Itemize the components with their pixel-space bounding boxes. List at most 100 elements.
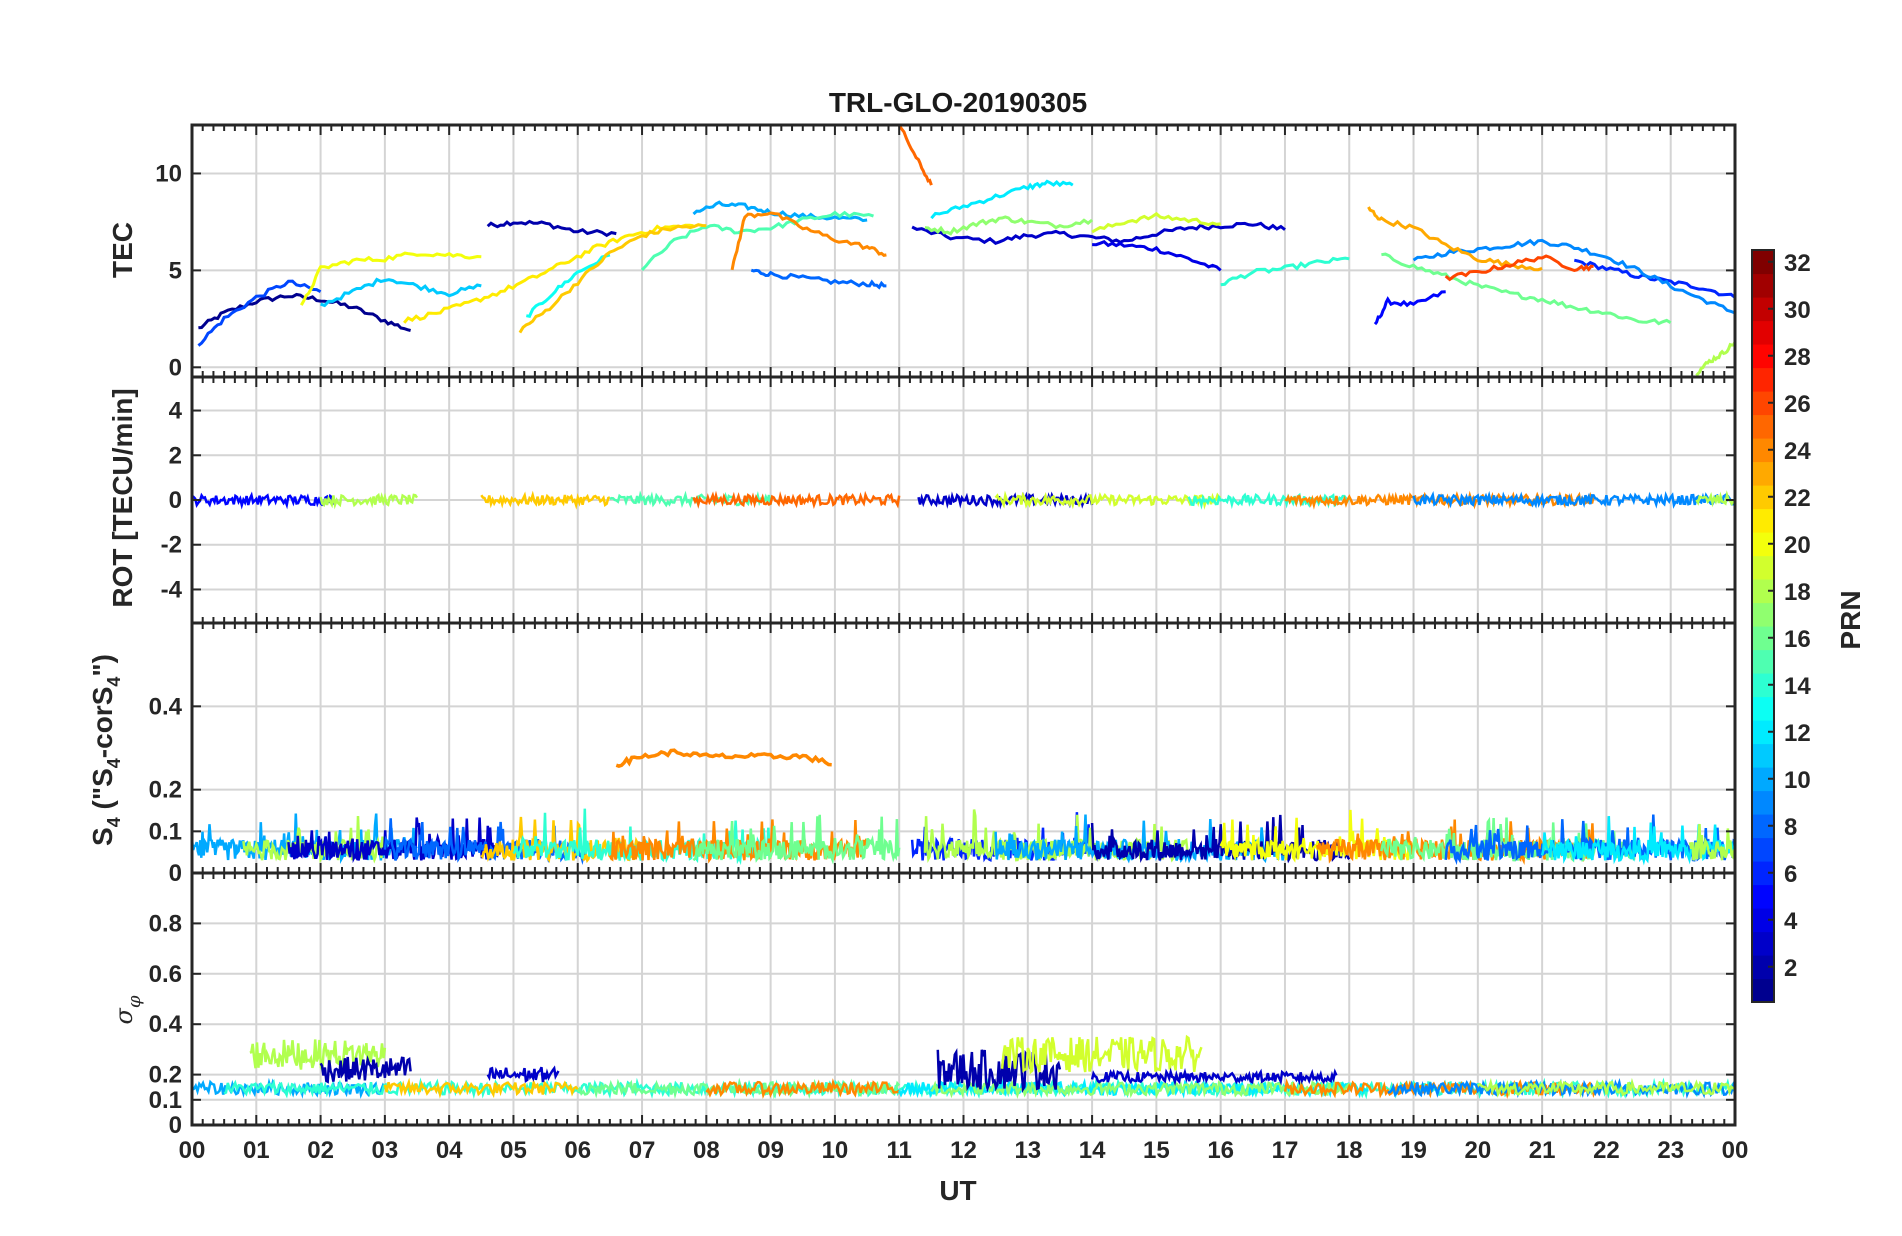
colorbar-tick-label: 22 <box>1784 485 1811 512</box>
xtick-label: 00 <box>1722 1137 1749 1164</box>
tec-series-prn-24 <box>730 211 887 271</box>
rot-series-prn-14 <box>1187 491 1351 510</box>
tec-series-prn-16 <box>1381 252 1672 326</box>
colorbar-segment <box>1752 438 1774 463</box>
s4-series-prn-18 <box>1688 823 1735 861</box>
tec-series-prn-22 <box>518 223 707 334</box>
colorbar-segment <box>1752 344 1774 369</box>
ytick-label: 0.2 <box>149 777 182 804</box>
colorbar-tick-label: 8 <box>1784 814 1797 841</box>
ytick-label: -4 <box>161 576 183 603</box>
x-axis-label: UT <box>939 1175 976 1206</box>
colorbar-segment <box>1752 673 1774 698</box>
tec-series-prn-12 <box>930 179 1074 220</box>
xtick-label: 02 <box>307 1137 334 1164</box>
colorbar-segment <box>1752 602 1774 627</box>
ytick-label: 0 <box>169 487 182 514</box>
colorbar-segment <box>1752 814 1774 839</box>
ytick-label: 0 <box>169 1112 182 1139</box>
xtick-label: 04 <box>436 1137 463 1164</box>
s4-series-prn-8 <box>1444 814 1735 866</box>
xtick-label: 18 <box>1336 1137 1363 1164</box>
s4-highlight-prn-24 <box>615 748 832 768</box>
colorbar-segment <box>1752 485 1774 510</box>
colorbar-tick-label: 6 <box>1784 861 1797 888</box>
ytick-label: 0 <box>169 354 182 381</box>
xtick-label: 00 <box>179 1137 206 1164</box>
sigma-band-prn-3 <box>1090 1067 1338 1087</box>
colorbar-segment <box>1752 367 1774 392</box>
rot-panel: -4 -2 0 2 4 <box>161 375 1737 625</box>
colorbar-segment <box>1752 250 1774 275</box>
xtick-label: 16 <box>1207 1137 1234 1164</box>
colorbar-segment <box>1752 931 1774 956</box>
xtick-label: 23 <box>1657 1137 1684 1164</box>
ytick-label: 0.4 <box>149 693 183 720</box>
colorbar-segment <box>1752 297 1774 322</box>
sigma-band-prn-2 <box>936 1048 1062 1093</box>
colorbar-segment <box>1752 837 1774 862</box>
tec-series-prn-19 <box>1091 211 1221 234</box>
colorbar-segment <box>1752 978 1774 1003</box>
colorbar-tick-label: 24 <box>1784 438 1811 465</box>
tec-series-prn-5 <box>1373 290 1446 326</box>
chart-title: TRL-GLO-20190305 <box>829 87 1087 118</box>
ytick-label: 0.6 <box>149 961 182 988</box>
xtick-label: 10 <box>822 1137 849 1164</box>
colorbar-segment <box>1752 790 1774 815</box>
xtick-label: 22 <box>1593 1137 1620 1164</box>
ytick-label: -2 <box>161 532 182 559</box>
colorbar-segment <box>1752 273 1774 298</box>
colorbar-segment <box>1752 720 1774 745</box>
ytick-label: 0 <box>169 860 182 887</box>
colorbar-tick-label: 20 <box>1784 532 1811 559</box>
colorbar-label: PRN <box>1835 590 1866 649</box>
data-layer <box>192 748 1735 866</box>
tec-series-prn-6 <box>1573 258 1735 299</box>
xtick-label: 05 <box>500 1137 527 1164</box>
rot-series-prn-24 <box>1284 490 1595 510</box>
colorbar-segment <box>1752 391 1774 416</box>
colorbar-segment <box>1752 696 1774 721</box>
sigma-phi-ylabel: σφ <box>110 995 145 1024</box>
colorbar-segment <box>1752 579 1774 604</box>
xtick-label: 03 <box>372 1137 399 1164</box>
tec-series-prn-2 <box>486 219 617 238</box>
xtick-label: 07 <box>629 1137 656 1164</box>
colorbar-tick-label: 4 <box>1784 908 1798 935</box>
sigma-band-prn-18 <box>249 1039 387 1074</box>
xtick-label: 01 <box>243 1137 270 1164</box>
sigma-band-prn-2 <box>319 1055 412 1084</box>
colorbar-tick-label: 14 <box>1784 673 1811 700</box>
xtick-label: 20 <box>1464 1137 1491 1164</box>
colorbar-tick-label: 18 <box>1784 579 1811 606</box>
rot-series-prn-18 <box>319 492 419 510</box>
tec-series-prn-26 <box>1444 254 1594 282</box>
tec-series-prn-18 <box>1695 341 1735 377</box>
colorbar-segment <box>1752 884 1774 909</box>
data-layer <box>192 490 1735 510</box>
colorbar-segment <box>1752 508 1774 533</box>
panel-frame <box>190 871 1737 1127</box>
tec-series-prn-17 <box>924 215 1094 236</box>
tec-series-prn-7 <box>197 279 322 347</box>
ytick-label: 4 <box>169 398 183 425</box>
colorbar-tick-label: 16 <box>1784 626 1811 653</box>
tec-panel: 0 5 10 <box>155 123 1737 381</box>
data-layer <box>197 125 1735 377</box>
sigma-band-prn-19 <box>1000 1034 1203 1075</box>
colorbar-tick-label: 32 <box>1784 250 1811 277</box>
colorbar-segment <box>1752 767 1774 792</box>
colorbar-segment <box>1752 861 1774 886</box>
colorbar-segment <box>1752 555 1774 580</box>
rot-series-prn-9 <box>1412 490 1735 509</box>
ytick-label: 5 <box>169 257 182 284</box>
ytick-label: 0.1 <box>149 1087 182 1114</box>
colorbar-tick-label: 30 <box>1784 297 1811 324</box>
xtick-label: 06 <box>564 1137 591 1164</box>
sigma-band-prn-3 <box>486 1065 560 1083</box>
sigma-base-prn-24 <box>705 1078 901 1099</box>
rot-series-prn-19 <box>994 490 1221 510</box>
colorbar-tick-label: 28 <box>1784 344 1811 371</box>
